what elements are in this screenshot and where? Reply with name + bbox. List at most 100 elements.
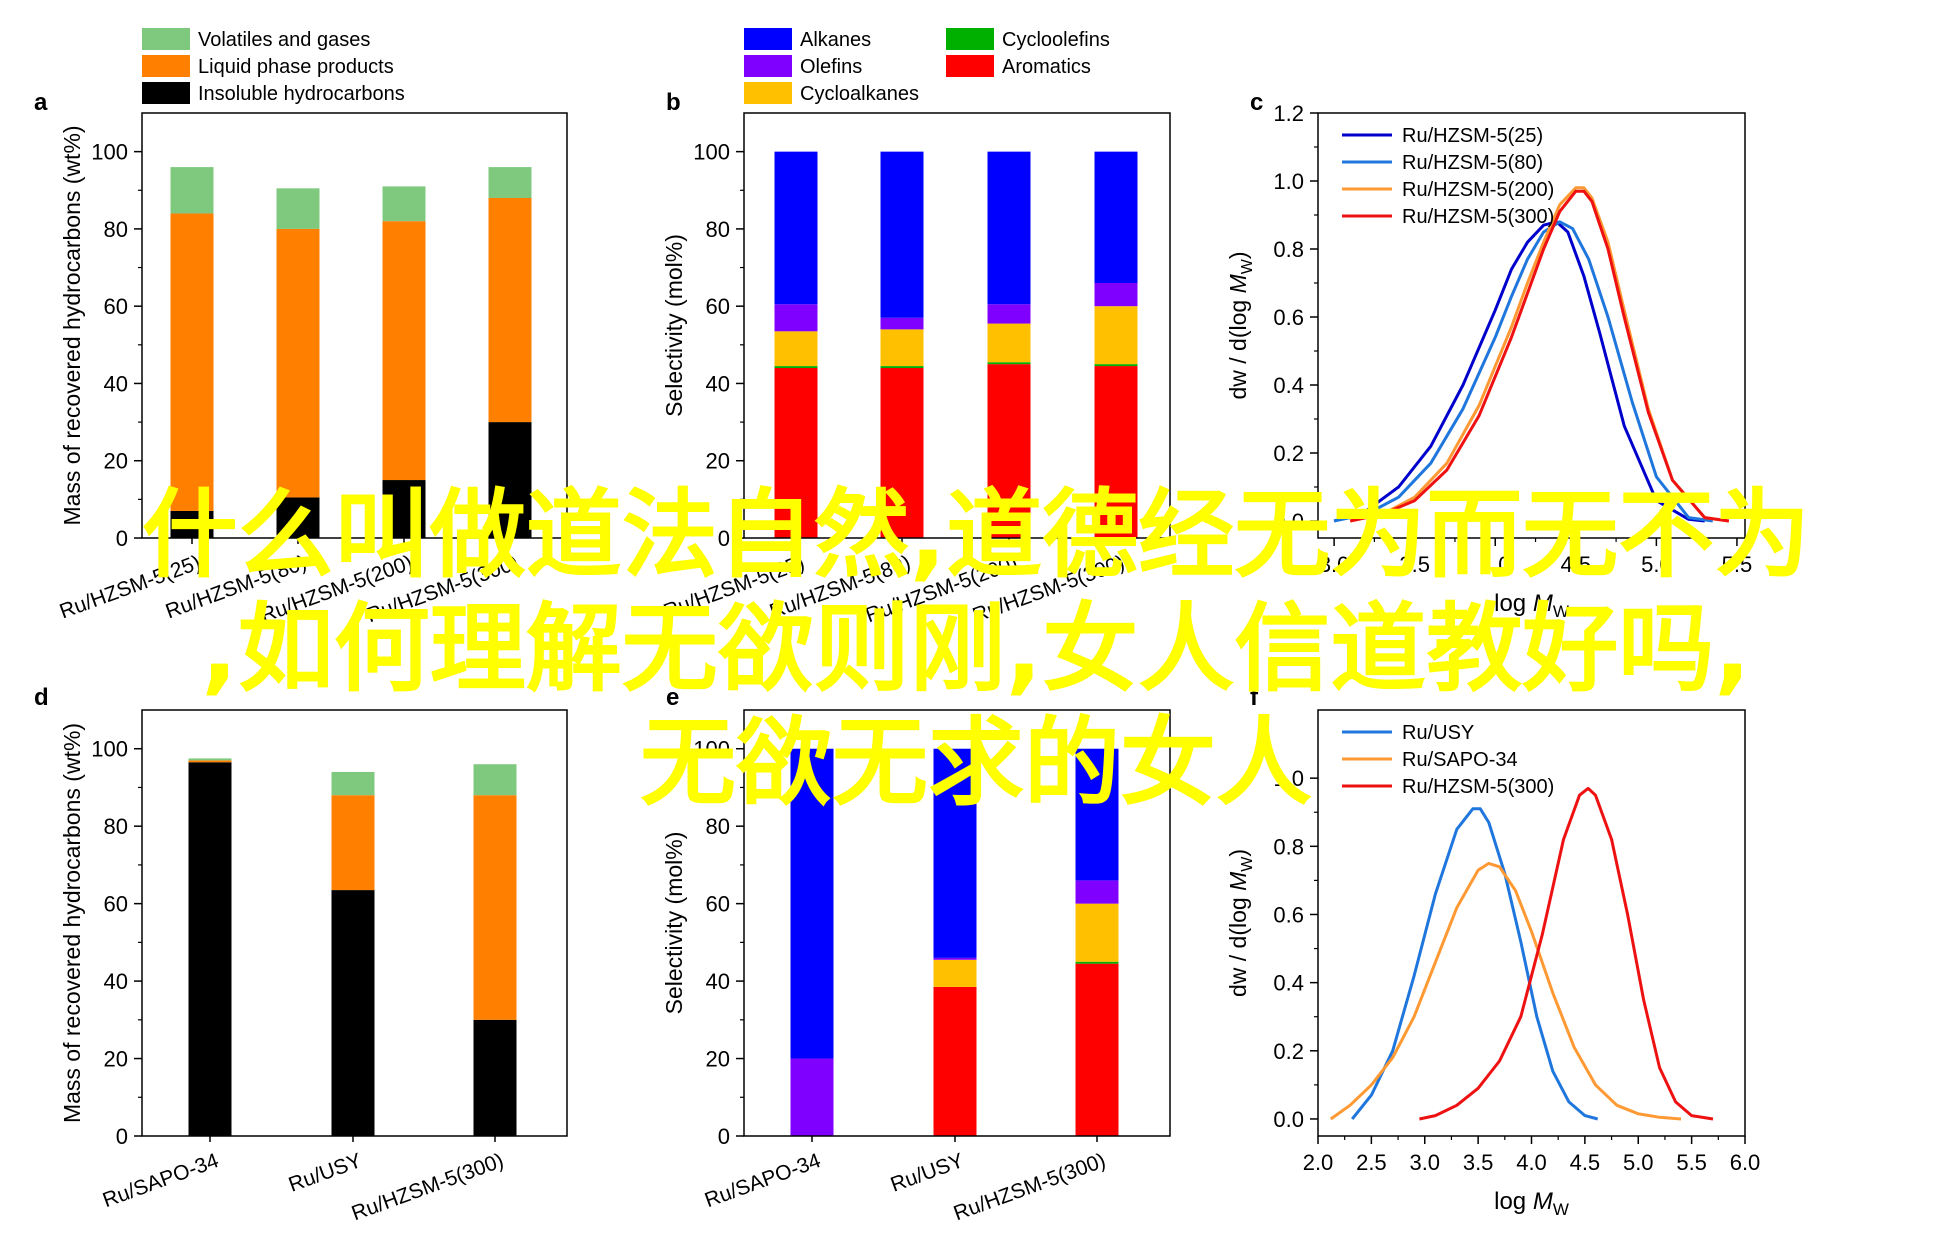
panel-b-legend-swatch xyxy=(744,55,792,77)
panel-e-letter: e xyxy=(666,684,679,711)
panel-b-bar-segment xyxy=(774,366,818,368)
panel-c-series-line xyxy=(1333,220,1714,523)
panel-d-bar-segment xyxy=(473,795,517,1020)
panel-d-bar-segment xyxy=(188,762,232,1136)
panel-e-ytick-label: 100 xyxy=(693,737,730,762)
panel-c-xtick-label: 5.5 xyxy=(1722,552,1753,577)
panel-f-ylabel: dw / d(log MW) xyxy=(1225,849,1256,997)
panel-a-plot-frame xyxy=(141,112,568,539)
panel-f-series-line xyxy=(1329,861,1682,1121)
panel-b-bar-segment xyxy=(987,151,1031,305)
panel-d-bar-segment xyxy=(188,760,232,763)
panel-b-bar-segment xyxy=(880,329,924,367)
panel-a-ytick-label: 100 xyxy=(91,140,128,165)
panel-c-plot-frame xyxy=(1317,112,1746,539)
panel-a-bar-segment xyxy=(276,228,320,498)
panel-c-legend-label: Ru/HZSM-5(80) xyxy=(1402,152,1543,174)
panel-f-series-line xyxy=(1351,807,1599,1121)
panel-e-ytick-label: 60 xyxy=(706,892,730,917)
panel-c-xtick-label: 4.0 xyxy=(1480,552,1511,577)
panel-e-ytick-label: 80 xyxy=(706,814,730,839)
panel-a-ytick-label: 60 xyxy=(104,294,128,319)
panel-b-bar-segment xyxy=(987,323,1031,363)
panel-f-letter: f xyxy=(1250,684,1259,711)
panel-b-legend-swatch xyxy=(744,82,792,104)
panel-b-legend-label: Aromatics xyxy=(1002,56,1091,78)
panel-c-legend-label: Ru/HZSM-5(300) xyxy=(1402,206,1554,228)
panel-a-bar-segment xyxy=(276,497,320,538)
overlay-text-line-1: 什么叫做道法自然,道德经无为而无不为 xyxy=(141,479,1811,591)
panel-a-legend-label: Insoluble hydrocarbons xyxy=(198,83,405,105)
panel-e-plot-frame xyxy=(743,709,1171,1137)
panel-b-bar-segment xyxy=(987,362,1031,365)
panel-a-bar-segment xyxy=(170,167,214,214)
panel-d-ytick-label: 80 xyxy=(104,814,128,839)
panel-e-bar-segment xyxy=(1075,961,1119,964)
panel-b-ylabel: Selectivity (mol%) xyxy=(661,234,687,417)
panel-c-xtick-label: 3.0 xyxy=(1319,552,1350,577)
panel-c-legend-label: Ru/HZSM-5(25) xyxy=(1402,125,1543,147)
panel-f-ytick-label: 0.0 xyxy=(1273,1107,1304,1132)
panel-e-bar-segment xyxy=(1075,903,1119,962)
panel-d-ytick-label: 0 xyxy=(116,1124,128,1149)
panel-a-bar-segment xyxy=(382,221,426,481)
panel-d-xtick-label: Ru/USY xyxy=(286,1149,365,1197)
panel-e-bar-segment xyxy=(1075,748,1119,881)
panel-f-xtick-label: 3.5 xyxy=(1463,1150,1494,1175)
panel-c-ytick-label: 0.0 xyxy=(1273,509,1304,534)
panel-e-bar-segment xyxy=(933,986,977,1136)
panel-e-ytick-label: 0 xyxy=(718,1124,730,1149)
panel-b-plot-frame xyxy=(743,112,1171,539)
panel-f-ytick-label: 0.4 xyxy=(1273,971,1304,996)
panel-c-ytick-label: 1.0 xyxy=(1273,169,1304,194)
panel-f-plot-frame xyxy=(1317,709,1746,1137)
panel-b-bar-segment xyxy=(880,151,924,318)
panel-c-legend-label: Ru/HZSM-5(200) xyxy=(1402,179,1554,201)
panel-a-bar-segment xyxy=(488,198,532,423)
panel-b-bar-segment xyxy=(880,368,924,538)
panel-e-bar-segment xyxy=(790,748,834,1059)
panel-c-xtick-label: 4.5 xyxy=(1561,552,1592,577)
panel-f-series-line xyxy=(1419,786,1714,1121)
panel-f-ytick-label: 1.0 xyxy=(1273,766,1304,791)
panel-c-ytick-label: 0.2 xyxy=(1273,441,1304,466)
panel-d-ytick-label: 60 xyxy=(104,892,128,917)
panel-e-ytick-label: 40 xyxy=(706,969,730,994)
panel-e-ytick-label: 20 xyxy=(706,1047,730,1072)
panel-c-ytick-label: 0.4 xyxy=(1273,373,1304,398)
panel-b-bar-segment xyxy=(987,304,1031,324)
panel-b-bar-segment xyxy=(774,304,818,332)
panel-d-xtick-label: Ru/SAPO-34 xyxy=(100,1149,222,1212)
panel-a-bar-segment xyxy=(170,510,214,538)
panel-b-legend-label: Cycloolefins xyxy=(1002,29,1110,51)
panel-b-bar-segment xyxy=(774,368,818,538)
panel-d-xtick-label: Ru/HZSM-5(300) xyxy=(349,1149,507,1225)
panel-d-bar-segment xyxy=(188,758,232,761)
panel-e-bar-segment xyxy=(1075,880,1119,904)
panel-a-letter: a xyxy=(34,89,48,116)
panel-b-bar-segment xyxy=(774,151,818,305)
panel-e-xtick-label: Ru/USY xyxy=(888,1149,967,1197)
panel-c-ytick-label: 1.2 xyxy=(1273,101,1304,126)
panel-a-legend-swatch xyxy=(142,82,190,104)
panel-b-ytick-label: 20 xyxy=(706,449,730,474)
panel-b-ytick-label: 60 xyxy=(706,294,730,319)
panel-c-ylabel: dw / d(log MW) xyxy=(1225,251,1256,399)
panel-e-bar-segment xyxy=(933,957,977,960)
panel-a-bar-segment xyxy=(382,480,426,538)
panel-d-ytick-label: 20 xyxy=(104,1047,128,1072)
panel-b-bar-segment xyxy=(1094,283,1138,307)
panel-c-series-line xyxy=(1349,189,1730,523)
panel-d-bar-segment xyxy=(331,771,375,796)
panel-f-xtick-label: 2.0 xyxy=(1303,1150,1334,1175)
panel-b-ytick-label: 100 xyxy=(693,140,730,165)
panel-f-xtick-label: 5.0 xyxy=(1623,1150,1654,1175)
panel-a-legend-swatch xyxy=(142,28,190,50)
panel-f-xtick-label: 4.5 xyxy=(1570,1150,1601,1175)
panel-b-legend-label: Olefins xyxy=(800,56,862,78)
panel-f-xtick-label: 2.5 xyxy=(1356,1150,1387,1175)
panel-f-xtick-label: 4.0 xyxy=(1516,1150,1547,1175)
panel-b-legend-label: Alkanes xyxy=(800,29,871,51)
panel-d-bar-segment xyxy=(331,890,375,1136)
panel-b-bar-segment xyxy=(880,366,924,368)
